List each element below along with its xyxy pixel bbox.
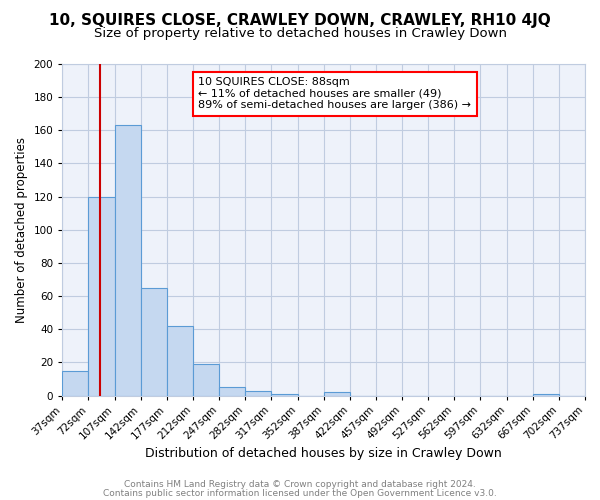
Y-axis label: Number of detached properties: Number of detached properties bbox=[15, 137, 28, 323]
Text: Contains HM Land Registry data © Crown copyright and database right 2024.: Contains HM Land Registry data © Crown c… bbox=[124, 480, 476, 489]
Text: Size of property relative to detached houses in Crawley Down: Size of property relative to detached ho… bbox=[94, 28, 506, 40]
Bar bbox=[219, 388, 245, 396]
Text: 10 SQUIRES CLOSE: 88sqm
← 11% of detached houses are smaller (49)
89% of semi-de: 10 SQUIRES CLOSE: 88sqm ← 11% of detache… bbox=[198, 78, 471, 110]
X-axis label: Distribution of detached houses by size in Crawley Down: Distribution of detached houses by size … bbox=[145, 447, 502, 460]
Text: Contains public sector information licensed under the Open Government Licence v3: Contains public sector information licen… bbox=[103, 488, 497, 498]
Bar bbox=[88, 196, 115, 396]
Bar bbox=[141, 288, 167, 396]
Bar bbox=[533, 394, 559, 396]
Bar bbox=[245, 390, 271, 396]
Bar bbox=[167, 326, 193, 396]
Bar bbox=[115, 126, 141, 396]
Text: 10, SQUIRES CLOSE, CRAWLEY DOWN, CRAWLEY, RH10 4JQ: 10, SQUIRES CLOSE, CRAWLEY DOWN, CRAWLEY… bbox=[49, 12, 551, 28]
Bar bbox=[62, 370, 88, 396]
Bar bbox=[271, 394, 298, 396]
Bar bbox=[193, 364, 219, 396]
Bar bbox=[323, 392, 350, 396]
